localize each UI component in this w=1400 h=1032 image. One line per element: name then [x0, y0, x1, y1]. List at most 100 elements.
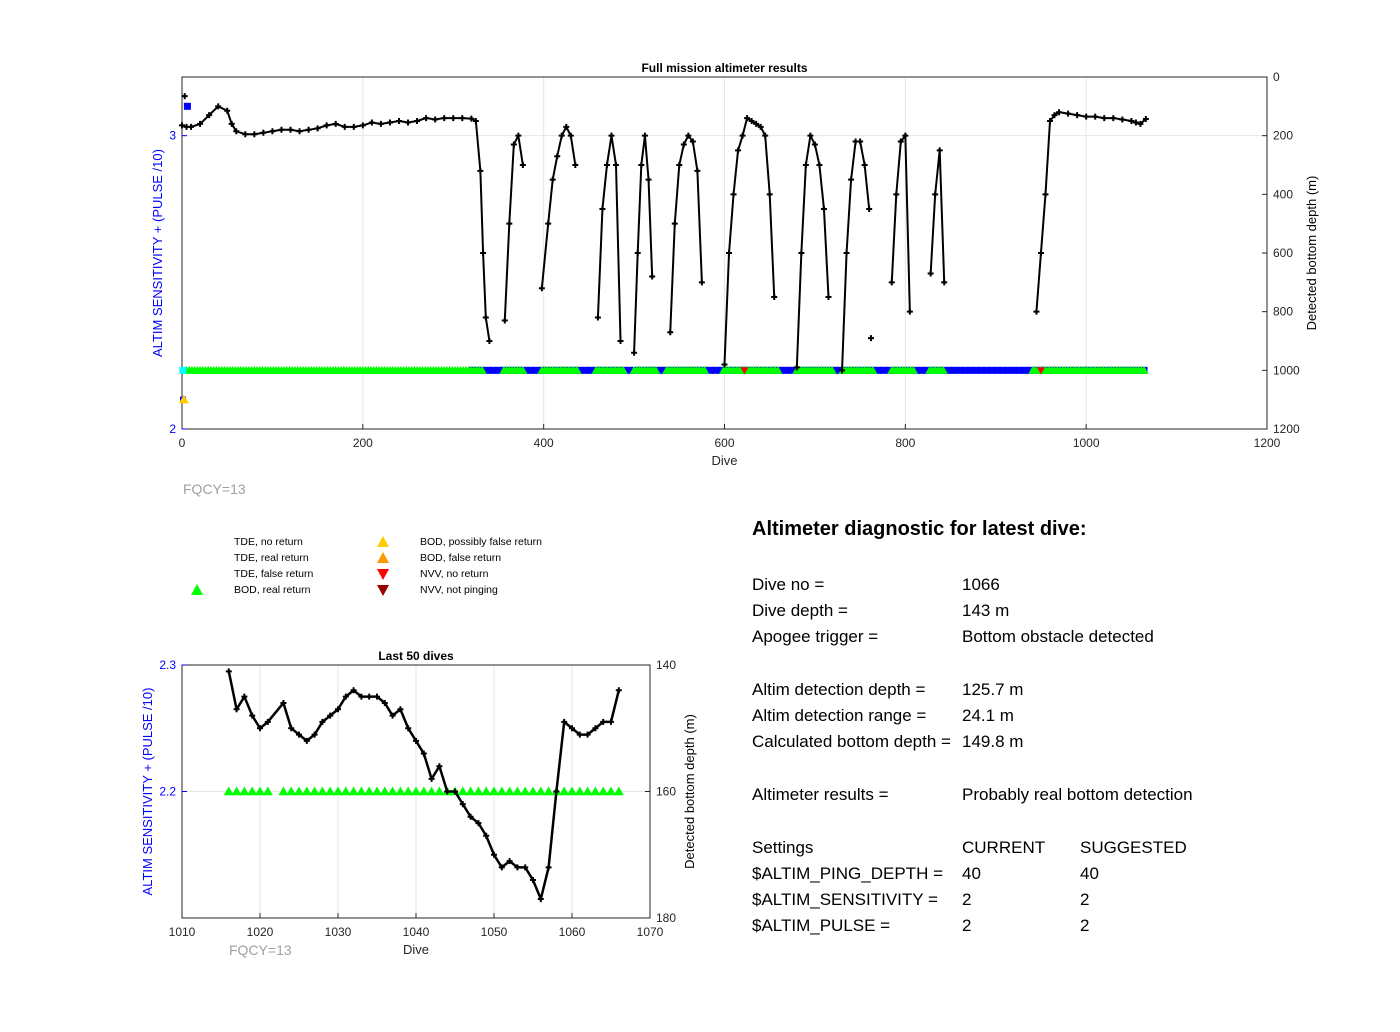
depth-point	[510, 141, 517, 148]
depth-point	[506, 858, 513, 865]
tde-no-return-marker	[961, 366, 969, 374]
bod-real-return-marker	[606, 786, 616, 796]
x-tick-label: 200	[353, 436, 373, 450]
depth-point	[242, 131, 249, 138]
depth-point	[280, 699, 287, 706]
tde-no-return-marker	[484, 366, 492, 374]
depth-point	[420, 750, 427, 757]
diag-label: Altimeter results =	[752, 785, 889, 804]
depth-point	[721, 361, 728, 368]
y-right-tick-label: 1000	[1273, 363, 1300, 377]
settings-header-suggested: SUGGESTED	[1080, 838, 1187, 857]
depth-point	[501, 317, 508, 324]
bod-real-return-marker	[773, 365, 783, 374]
y-right-tick-label: 200	[1273, 129, 1293, 143]
diag-label: Altim detection range =	[752, 706, 927, 725]
depth-point	[549, 176, 556, 183]
tde-no-return-marker	[522, 366, 530, 374]
yellow-triangle-icon	[376, 535, 390, 549]
depth-point	[305, 126, 312, 133]
tde-no-return-marker	[977, 366, 985, 374]
depth-point	[757, 123, 764, 130]
depth-point	[311, 731, 318, 738]
bod-real-return-marker	[613, 786, 624, 796]
depth-point	[482, 314, 489, 321]
bod-real-return-marker	[590, 786, 601, 796]
setting-current: 2	[962, 916, 972, 935]
bod-real-return-marker	[598, 786, 609, 796]
depth-point	[179, 122, 185, 129]
depth-point	[698, 279, 705, 286]
depth-point	[739, 132, 746, 139]
depth-point	[1056, 109, 1063, 116]
setting-suggested: 2	[1080, 916, 1090, 935]
tde-no-return-marker	[1015, 366, 1023, 374]
depth-point	[902, 132, 909, 139]
diag-label: Dive depth =	[752, 601, 848, 620]
depth-point	[1101, 115, 1108, 122]
depth-point	[569, 725, 575, 732]
tde-no-return-marker	[657, 366, 665, 374]
bod-real-return-marker	[1139, 365, 1149, 374]
tde-no-return-marker	[874, 366, 882, 374]
depth-point	[327, 712, 334, 719]
depth-point	[288, 725, 295, 732]
y-right-tick-label: 160	[656, 785, 676, 799]
depth-point	[314, 125, 321, 132]
depth-point	[319, 718, 326, 725]
bod-real-return-marker	[340, 786, 351, 796]
depth-point	[1132, 119, 1139, 126]
y-left-axis-label: ALTIM SENSITIVITY + (PULSE /10)	[150, 149, 165, 357]
tde-no-return-marker	[1010, 366, 1018, 374]
y-right-tick-label: 400	[1273, 187, 1293, 201]
depth-point	[486, 338, 493, 344]
green-triangle-icon	[190, 583, 204, 597]
bod-real-return-marker	[348, 786, 359, 796]
tde-no-return-marker	[923, 366, 931, 374]
diag-value: 1066	[962, 575, 1000, 594]
depth-point	[608, 132, 615, 139]
bod-real-return-marker	[395, 786, 406, 796]
x-tick-label: 1010	[169, 925, 196, 939]
diag-label: Apogee trigger =	[752, 627, 879, 646]
depth-point	[553, 788, 560, 795]
depth-point	[359, 122, 366, 129]
bod-real-return-marker	[403, 786, 414, 796]
depth-point	[1033, 308, 1040, 315]
diag-value: 149.8 m	[962, 732, 1024, 751]
depth-point	[667, 329, 674, 336]
legend-item: NVV, no return	[376, 566, 489, 582]
depth-point	[530, 877, 536, 884]
x-tick-label: 0	[179, 436, 186, 450]
bod-real-return-marker	[567, 786, 577, 796]
nvv-no-return-marker	[740, 367, 749, 375]
top-fqcy-label: FQCY=13	[183, 481, 246, 497]
depth-point	[771, 294, 778, 300]
tde-no-return-marker	[576, 366, 584, 374]
diag-value: Probably real bottom detection	[962, 785, 1193, 804]
tde-no-return-marker	[711, 366, 719, 374]
depth-point	[257, 725, 263, 732]
depth-point	[685, 132, 692, 139]
diag-value: 143 m	[962, 601, 1010, 620]
depth-point	[506, 220, 513, 227]
bod-real-return-marker	[379, 786, 390, 796]
depth-point	[861, 162, 868, 168]
bod-real-return-marker	[520, 786, 531, 796]
tde-no-return-marker	[782, 366, 790, 374]
y-right-tick-label: 1200	[1273, 422, 1300, 436]
depth-point	[617, 338, 624, 344]
depth-point	[414, 118, 421, 124]
depth-point	[936, 147, 943, 154]
legend-label: NVV, not pinging	[420, 584, 498, 596]
bod-real-return-marker	[325, 786, 336, 796]
y-left-tick-label: 2	[169, 422, 176, 436]
diag-label: Calculated bottom depth =	[752, 732, 951, 751]
depth-point	[323, 122, 330, 129]
bod-real-return-marker	[512, 786, 523, 796]
bod-real-return-marker	[582, 786, 593, 796]
bod-real-return-marker	[481, 786, 492, 796]
depth-point	[545, 864, 552, 871]
depth-point	[641, 132, 648, 139]
depth-point	[730, 191, 737, 198]
